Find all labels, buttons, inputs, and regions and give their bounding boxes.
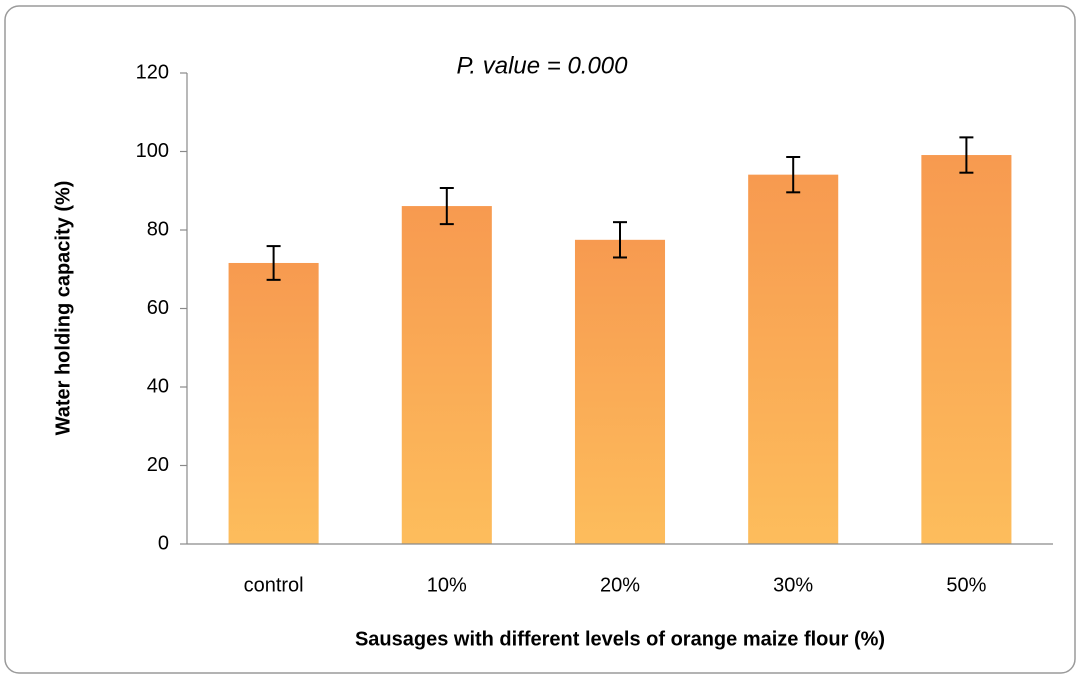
y-tick-label: 60 (147, 297, 169, 319)
y-tick-label: 40 (147, 375, 169, 397)
x-tick-label: 30% (773, 574, 813, 596)
bar (401, 206, 492, 544)
y-tick-label: 0 (158, 532, 169, 554)
frame (4, 5, 1076, 674)
x-axis-label: Sausages with different levels of orange… (355, 628, 885, 650)
bar (748, 174, 839, 544)
x-tick-label: 20% (600, 574, 640, 596)
bar (921, 155, 1012, 544)
bar (228, 262, 319, 544)
y-tick-label: 20 (147, 454, 169, 476)
y-tick-label: 80 (147, 218, 169, 240)
x-tick-label: control (244, 574, 304, 596)
annotation: P. value = 0.000 (456, 52, 628, 79)
x-tick-label: 10% (427, 574, 467, 596)
y-tick-label: 120 (136, 61, 169, 83)
x-tick-label: 50% (946, 574, 986, 596)
bar (574, 239, 666, 544)
y-axis-label: Water holding capacity (%) (52, 181, 74, 436)
y-tick-label: 100 (136, 140, 169, 162)
